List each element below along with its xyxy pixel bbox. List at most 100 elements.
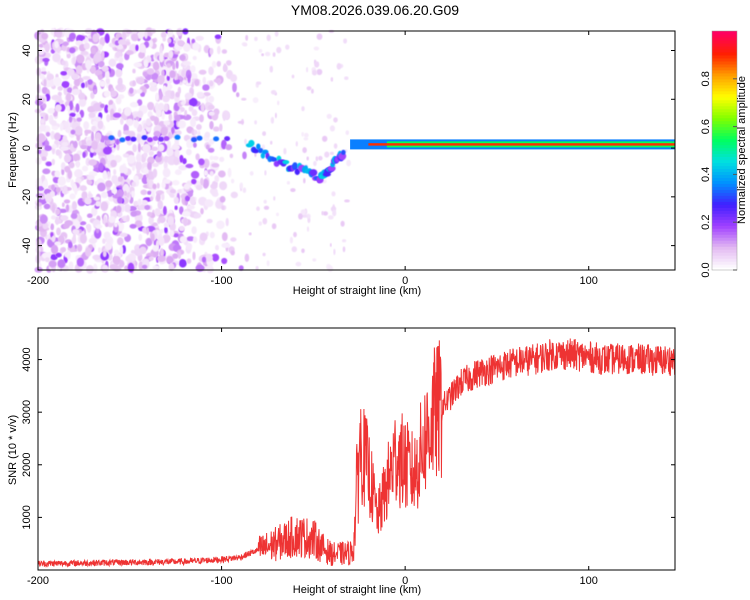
noise-blob <box>119 232 128 238</box>
noise-blob <box>222 64 228 73</box>
noise-blob <box>306 156 309 161</box>
noise-blob <box>131 33 139 42</box>
noise-blob <box>133 175 139 183</box>
noise-blob <box>52 53 61 63</box>
colorbar-cell <box>712 201 737 205</box>
noise-blob <box>61 141 69 147</box>
noise-blob <box>97 120 104 130</box>
colorbar-cell <box>712 267 737 271</box>
noise-blob <box>167 37 172 44</box>
noise-blob <box>141 199 148 205</box>
noise-blob <box>314 61 320 68</box>
noise-blob <box>66 250 71 260</box>
noise-blob <box>61 202 65 208</box>
noise-blob <box>214 175 220 183</box>
noise-blob <box>327 215 334 220</box>
noise-blob <box>166 147 174 157</box>
noise-blob <box>208 111 215 116</box>
noise-blob <box>167 215 175 226</box>
noise-blob <box>322 211 328 216</box>
noise-blob <box>180 100 186 106</box>
noise-blob <box>262 252 266 257</box>
noise-blob <box>184 195 191 202</box>
noise-blob <box>123 190 127 196</box>
noise-blob <box>148 82 158 87</box>
colorbar-ticks: 0.0 0.2 0.4 0.6 0.8 <box>700 71 737 278</box>
colorbar-cell <box>712 39 737 44</box>
noise-blob <box>137 110 144 119</box>
trace-blob <box>252 148 260 154</box>
noise-blob <box>76 54 85 64</box>
noise-blob <box>118 39 127 46</box>
noise-blob <box>272 52 276 57</box>
noise-blob <box>164 226 168 234</box>
noise-blob <box>98 162 104 172</box>
colorbar-cell <box>712 57 737 62</box>
noise-blob <box>144 30 148 39</box>
noise-blob <box>82 151 86 158</box>
colorbar-cell <box>712 162 737 167</box>
noise-blob <box>88 237 98 244</box>
noise-blob <box>177 120 186 129</box>
noise-blob <box>230 191 238 199</box>
noise-blob <box>68 47 76 54</box>
noise-blob <box>262 217 268 225</box>
noise-blob <box>167 140 171 149</box>
noise-blob <box>76 117 82 122</box>
noise-blob <box>277 100 280 106</box>
tone-blob <box>191 137 197 143</box>
noise-blob <box>215 244 219 251</box>
colorbar-cell <box>712 237 737 241</box>
noise-blob <box>301 248 305 254</box>
noise-blob <box>236 92 240 98</box>
x-tick-label: 100 <box>580 275 598 287</box>
colorbar-cell <box>712 156 737 161</box>
noise-blob <box>78 140 82 146</box>
noise-blob <box>230 178 235 184</box>
noise-blob <box>182 60 192 66</box>
noise-blob <box>242 151 247 160</box>
y-tick-label: 20 <box>21 93 33 105</box>
noise-blob <box>119 117 124 125</box>
colorbar-cell <box>712 31 737 35</box>
noise-blob <box>139 138 145 146</box>
noise-blob <box>266 34 271 42</box>
noise-blob <box>125 29 133 34</box>
noise-blob <box>161 193 165 201</box>
noise-blob <box>87 180 93 185</box>
noise-blob <box>241 97 247 101</box>
noise-blob <box>266 260 270 267</box>
noise-blob <box>157 144 165 152</box>
noise-blob <box>258 48 263 53</box>
noise-blob <box>100 103 105 109</box>
noise-blob <box>193 212 202 219</box>
noise-blob <box>346 159 351 167</box>
noise-blob <box>200 102 205 113</box>
noise-blob <box>186 236 195 242</box>
noise-blob <box>122 31 127 41</box>
noise-blob <box>155 193 161 202</box>
noise-blob <box>51 184 55 191</box>
noise-blob <box>77 244 83 252</box>
snr-ticks: -200 -100 0 100 1000 2000 3000 4000 <box>21 328 675 587</box>
noise-blob <box>172 180 180 186</box>
noise-blob <box>276 46 282 54</box>
noise-blob <box>261 53 264 57</box>
noise-blob <box>162 167 171 178</box>
x-tick-label: -100 <box>211 275 233 287</box>
noise-blob <box>217 170 226 178</box>
y-tick-label: 1000 <box>21 505 33 529</box>
noise-blob <box>316 68 323 76</box>
colorbar-cell <box>712 120 737 125</box>
noise-blob <box>41 67 46 72</box>
noise-blob <box>73 78 81 87</box>
y-tick-label: -40 <box>21 238 33 254</box>
noise-blob <box>117 77 123 87</box>
noise-blob <box>114 223 118 228</box>
noise-blob <box>50 223 55 231</box>
noise-blob <box>45 257 50 263</box>
colorbar-cell <box>712 258 737 262</box>
noise-blob <box>76 213 80 220</box>
noise-blob <box>245 34 249 41</box>
noise-blob <box>46 73 55 82</box>
